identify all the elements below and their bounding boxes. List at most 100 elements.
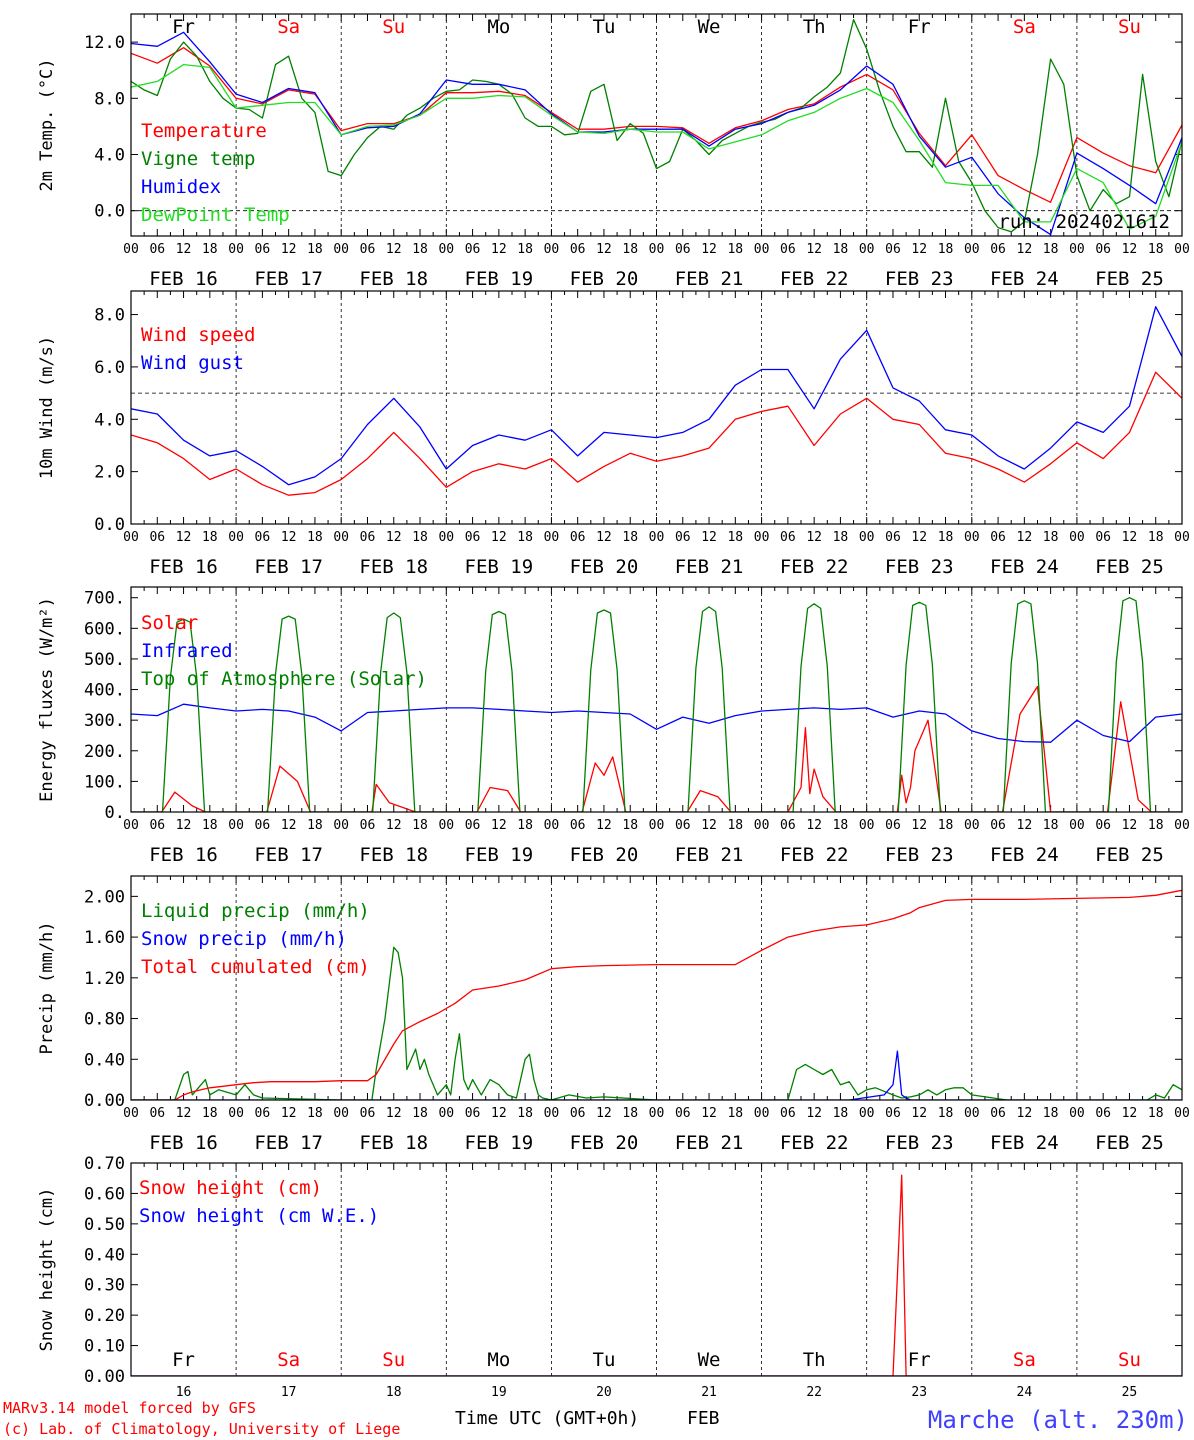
footer: MARv3.14 model forced by GFS (c) Lab. of…	[3, 1399, 1188, 1438]
y-tick-label: 0.40	[84, 1050, 125, 1070]
day-name: Mo	[487, 1349, 510, 1371]
hour-label: 06	[255, 242, 271, 257]
y-tick-label: 0.10	[84, 1337, 125, 1357]
hour-label: 12	[596, 818, 612, 833]
day-name: Fr	[908, 16, 931, 38]
hour-label: 18	[938, 1106, 954, 1121]
y-tick-label: 300.	[84, 711, 125, 731]
hour-label: 18	[833, 242, 849, 257]
hour-label: 06	[149, 242, 165, 257]
hour-label: 12	[491, 242, 507, 257]
hour-label: 12	[1017, 242, 1033, 257]
hour-label: 12	[386, 242, 402, 257]
date-label: FEB 25	[1095, 268, 1164, 290]
hour-label: 12	[911, 818, 927, 833]
y-tick-label: 0.60	[84, 1184, 125, 1204]
date-label: FEB 24	[990, 268, 1059, 290]
y-axis-label: Snow height (cm)	[37, 1188, 57, 1352]
legend-entry: Wind gust	[141, 352, 244, 374]
day-name: Su	[382, 16, 405, 38]
legend-entry: Infrared	[141, 640, 233, 662]
date-label: FEB 24	[990, 844, 1059, 866]
hour-label: 18	[1148, 1106, 1164, 1121]
plot-frame	[130, 586, 1183, 813]
hour-label: 00	[964, 818, 980, 833]
hour-label: 06	[465, 818, 481, 833]
day-name: Su	[1118, 16, 1141, 38]
hour-label: 12	[596, 242, 612, 257]
day-number: 21	[701, 1385, 717, 1400]
hour-label: 00	[438, 530, 454, 545]
hour-label: 12	[596, 530, 612, 545]
hour-label: 00	[754, 818, 770, 833]
hour-label: 06	[780, 818, 796, 833]
hour-label: 00	[964, 1106, 980, 1121]
y-axis-label: 2m Temp. (°C)	[37, 58, 57, 191]
legend-entry: Temperature	[141, 120, 267, 142]
y-tick-label: 600.	[84, 619, 125, 639]
day-number: 17	[281, 1385, 297, 1400]
legend-entry: Liquid precip (mm/h)	[141, 900, 370, 922]
hour-label: 00	[859, 530, 875, 545]
hour-label: 06	[990, 818, 1006, 833]
hour-label: 18	[412, 818, 428, 833]
hour-label: 18	[622, 530, 638, 545]
hour-label: 06	[1095, 242, 1111, 257]
series-wind-gust	[131, 306, 1182, 486]
hour-label: 00	[1174, 1106, 1190, 1121]
day-name: We	[698, 1349, 721, 1371]
hour-label: 12	[281, 1106, 297, 1121]
hour-label: 18	[833, 1106, 849, 1121]
y-tick-label: 0.20	[84, 1306, 125, 1326]
hour-label: 18	[727, 1106, 743, 1121]
panel-1: 0.0 4.0 8.0 12.0 2m Temp. (°C) Temperature Vig…	[37, 13, 1190, 290]
hour-label: 06	[360, 242, 376, 257]
hour-label: 12	[1122, 530, 1138, 545]
hour-label: 12	[701, 530, 717, 545]
day-name: Su	[382, 1349, 405, 1371]
hour-label: 00	[1069, 530, 1085, 545]
hour-label: 06	[885, 818, 901, 833]
hour-label: 00	[649, 242, 665, 257]
hour-label: 18	[307, 818, 323, 833]
date-label: FEB 16	[149, 556, 218, 578]
hour-label: 12	[1017, 1106, 1033, 1121]
hour-label: 18	[412, 242, 428, 257]
date-label: FEB 23	[885, 844, 954, 866]
y-tick-label: 6.0	[94, 358, 125, 378]
hour-label: 00	[859, 1106, 875, 1121]
date-label: FEB 20	[570, 1132, 639, 1154]
date-label: FEB 18	[359, 268, 428, 290]
hour-label: 00	[964, 242, 980, 257]
hour-label: 18	[517, 242, 533, 257]
station-title: Marche (alt. 230m)	[928, 1406, 1188, 1434]
hour-label: 06	[465, 530, 481, 545]
date-label: FEB 16	[149, 844, 218, 866]
hour-label: 18	[517, 1106, 533, 1121]
hour-label: 18	[622, 818, 638, 833]
hour-label: 06	[570, 1106, 586, 1121]
hour-label: 00	[123, 530, 139, 545]
hour-label: 18	[202, 1106, 218, 1121]
run-annotation: run: 2024021612	[998, 211, 1170, 233]
hour-label: 12	[176, 242, 192, 257]
hour-label: 12	[491, 818, 507, 833]
date-label: FEB 22	[780, 268, 849, 290]
hour-label: 06	[360, 818, 376, 833]
date-label: FEB 20	[570, 844, 639, 866]
y-tick-label: 700.	[84, 589, 125, 609]
day-name: Mo	[487, 16, 510, 38]
hour-label: 06	[780, 530, 796, 545]
y-axis-label: Energy fluxes (W/m²)	[37, 597, 57, 802]
date-label: FEB 18	[359, 556, 428, 578]
y-tick-label: 0.40	[84, 1245, 125, 1265]
hour-label: 18	[412, 530, 428, 545]
series-top-of-atmosphere-solar	[131, 597, 1182, 812]
day-number: 25	[1122, 1385, 1138, 1400]
hour-label: 06	[675, 818, 691, 833]
hour-label: 00	[754, 530, 770, 545]
y-tick-label: 8.0	[94, 306, 125, 326]
hour-label: 18	[307, 242, 323, 257]
hour-label: 06	[780, 1106, 796, 1121]
